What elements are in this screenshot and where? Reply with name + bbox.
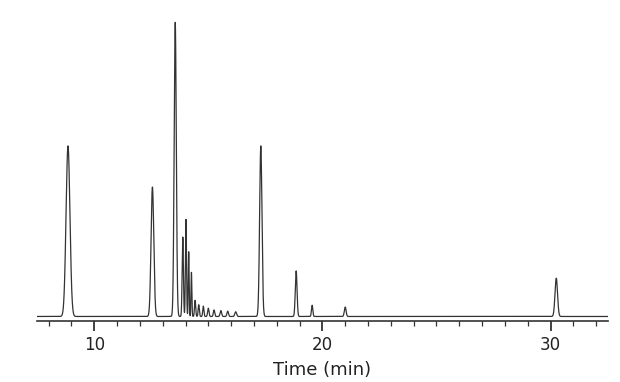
X-axis label: Time (min): Time (min) [273, 361, 371, 379]
